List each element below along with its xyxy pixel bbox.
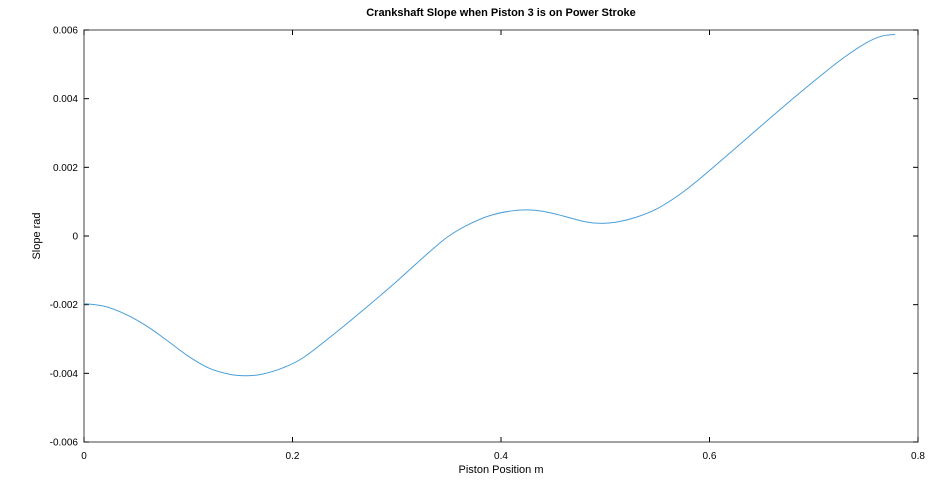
tick-labels: 0 0.2 0.4 0.6 0.8 -0.006 -0.004 -0.002 0 0.002 0.0… [50,26,926,463]
y-tick-label: -0.002 [50,300,79,311]
x-tick-label: 0.6 [703,451,717,462]
y-tick-label: 0 [72,232,78,243]
plot-area [83,29,919,443]
x-tick-label: 0.8 [911,451,925,462]
x-tick-label: 0.2 [286,451,300,462]
y-axis-label: Slope rad [31,212,43,259]
y-tick-label: -0.004 [50,369,79,380]
x-tick-label: 0 [81,451,87,462]
y-tick-label: 0.004 [53,94,78,105]
x-tick-label: 0.4 [494,451,508,462]
chart-title: Crankshaft Slope when Piston 3 is on Pow… [366,7,636,19]
y-tick-label: 0.006 [53,26,78,37]
ticks [83,29,919,443]
y-tick-label: -0.006 [50,438,79,449]
series-line-slope [83,33,896,377]
x-axis-label: Piston Position m [459,464,544,476]
y-tick-label: 0.002 [53,163,78,174]
